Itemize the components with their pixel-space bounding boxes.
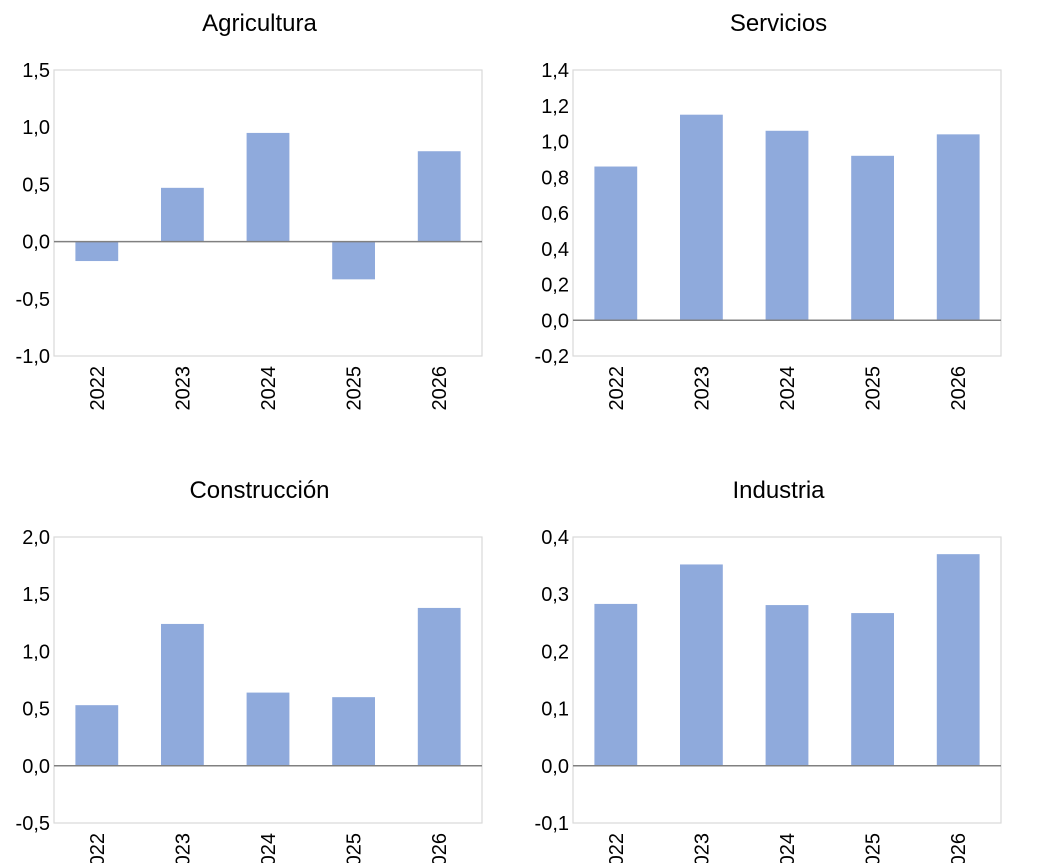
x-tick-label: 2023 bbox=[172, 366, 194, 411]
bar-2024 bbox=[765, 605, 809, 766]
chart-svg: -0,1 0,0 0,1 0,2 0,3 0,4 2022 2023 2024 2025 2026 bbox=[535, 527, 1002, 863]
x-tick-label: 2025 bbox=[863, 833, 885, 863]
bar-2025 bbox=[332, 697, 375, 766]
chart-panel-industria: Industria -0,1 0,0 0,1 0,2 0,3 0,4 2022 2023 2024… bbox=[519, 467, 1038, 863]
x-tick-label: 2024 bbox=[258, 833, 280, 863]
y-tick-label: -0,1 bbox=[535, 813, 569, 835]
y-tick-label: 0,4 bbox=[541, 527, 569, 549]
y-tick-label: -0,5 bbox=[16, 289, 50, 311]
x-tick-label: 2024 bbox=[777, 833, 799, 863]
y-tick-label: 1,0 bbox=[22, 117, 50, 139]
x-tick-label: 2026 bbox=[948, 366, 970, 411]
bar-2025 bbox=[332, 241, 375, 280]
chart-title: Construcción bbox=[189, 477, 330, 504]
chart-svg: -0,5 0,0 0,5 1,0 1,5 2,0 2022 2023 2024 2025 2026 bbox=[16, 527, 483, 863]
chart-panel-agricultura: Agricultura -1,0 -0,5 0,0 0,5 1,0 1,5 2022 2023 2… bbox=[0, 0, 519, 411]
bar-2025 bbox=[851, 155, 894, 321]
plot-frame bbox=[572, 69, 1002, 357]
bar-2024 bbox=[246, 692, 290, 766]
x-tick-label: 2023 bbox=[691, 366, 713, 411]
bar-2023 bbox=[680, 564, 723, 766]
bar-2022 bbox=[594, 603, 638, 766]
bar-2026 bbox=[936, 134, 980, 321]
bar-2024 bbox=[765, 130, 809, 321]
y-tick-label: 1,0 bbox=[541, 132, 569, 154]
y-tick-label: 1,2 bbox=[541, 96, 569, 118]
x-tick-label: 2023 bbox=[691, 833, 713, 863]
y-tick-label: -0,2 bbox=[535, 346, 569, 368]
y-tick-label: 0,4 bbox=[541, 239, 569, 261]
chart-svg: -1,0 -0,5 0,0 0,5 1,0 1,5 2022 2023 2024 2025 2026 bbox=[16, 60, 483, 411]
x-tick-label: 2022 bbox=[606, 366, 628, 411]
y-tick-label: 0,5 bbox=[22, 699, 50, 721]
x-tick-label: 2026 bbox=[948, 833, 970, 863]
bar-2023 bbox=[161, 187, 204, 242]
chart-title: Servicios bbox=[729, 10, 828, 37]
chart-title: Industria bbox=[732, 477, 825, 504]
plot-frame bbox=[53, 69, 483, 357]
bar-2025 bbox=[851, 613, 894, 766]
bar-2022 bbox=[75, 705, 119, 766]
x-tick-label: 2025 bbox=[344, 833, 366, 863]
bar-2022 bbox=[75, 241, 119, 262]
x-tick-label: 2024 bbox=[258, 366, 280, 411]
x-tick-label: 2022 bbox=[87, 833, 109, 863]
y-tick-label: 0,8 bbox=[541, 167, 569, 189]
bar-2026 bbox=[417, 607, 461, 766]
y-tick-label: 0,0 bbox=[541, 310, 569, 332]
x-tick-label: 2023 bbox=[172, 833, 194, 863]
bar-2026 bbox=[936, 554, 980, 766]
plot-frame bbox=[572, 536, 1002, 824]
bar-2023 bbox=[161, 623, 204, 766]
chart-panel-servicios: Servicios -0,2 0,0 0,2 0,4 0,6 0,8 1,0 1,2 1,4 202… bbox=[519, 0, 1038, 411]
x-tick-label: 2024 bbox=[777, 366, 799, 411]
chart-svg: -0,2 0,0 0,2 0,4 0,6 0,8 1,0 1,2 1,4 2022 2023 2024… bbox=[535, 60, 1002, 411]
y-tick-label: 1,4 bbox=[541, 60, 569, 82]
y-tick-label: 0,0 bbox=[22, 232, 50, 254]
plot-frame bbox=[53, 536, 483, 824]
x-tick-label: 2022 bbox=[606, 833, 628, 863]
y-tick-label: 0,3 bbox=[541, 584, 569, 606]
y-tick-label: 0,2 bbox=[541, 641, 569, 663]
y-tick-label: 0,5 bbox=[22, 174, 50, 196]
x-tick-label: 2026 bbox=[429, 366, 451, 411]
y-tick-label: 1,5 bbox=[22, 584, 50, 606]
y-tick-label: -1,0 bbox=[16, 346, 50, 368]
chart-title: Agricultura bbox=[202, 10, 317, 37]
bar-2022 bbox=[594, 166, 638, 321]
y-tick-label: 0,0 bbox=[22, 756, 50, 778]
x-tick-label: 2022 bbox=[87, 366, 109, 411]
y-tick-label: -0,5 bbox=[16, 813, 50, 835]
y-tick-label: 0,1 bbox=[541, 699, 569, 721]
x-tick-label: 2026 bbox=[429, 833, 451, 863]
bar-2026 bbox=[417, 151, 461, 242]
x-tick-label: 2025 bbox=[863, 366, 885, 411]
y-tick-label: 0,0 bbox=[541, 756, 569, 778]
bar-2024 bbox=[246, 132, 290, 242]
y-tick-label: 0,6 bbox=[541, 203, 569, 225]
x-tick-label: 2025 bbox=[344, 366, 366, 411]
chart-panel-construccion: Construcción -0,5 0,0 0,5 1,0 1,5 2,0 2022 2023 2… bbox=[0, 467, 519, 863]
y-tick-label: 0,2 bbox=[541, 275, 569, 297]
y-tick-label: 1,5 bbox=[22, 60, 50, 82]
y-tick-label: 2,0 bbox=[22, 527, 50, 549]
y-tick-label: 1,0 bbox=[22, 641, 50, 663]
bar-2023 bbox=[680, 114, 723, 321]
